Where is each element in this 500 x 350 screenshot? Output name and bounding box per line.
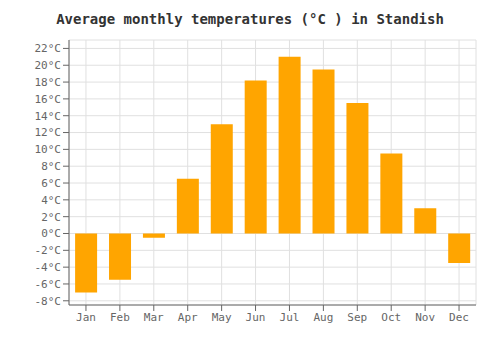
svg-text:Feb: Feb xyxy=(110,311,130,324)
svg-text:Jan: Jan xyxy=(76,311,96,324)
svg-text:22°C: 22°C xyxy=(35,42,62,55)
svg-text:-4°C: -4°C xyxy=(35,261,62,274)
svg-text:-6°C: -6°C xyxy=(35,278,62,291)
svg-text:Jun: Jun xyxy=(246,311,266,324)
svg-text:Aug: Aug xyxy=(313,311,333,324)
svg-text:Nov: Nov xyxy=(415,311,435,324)
svg-text:-8°C: -8°C xyxy=(35,295,62,308)
svg-text:Sep: Sep xyxy=(347,311,367,324)
svg-text:4°C: 4°C xyxy=(41,194,61,207)
svg-text:14°C: 14°C xyxy=(35,110,62,123)
svg-text:2°C: 2°C xyxy=(41,211,61,224)
svg-text:May: May xyxy=(212,311,232,324)
svg-text:18°C: 18°C xyxy=(35,76,62,89)
svg-text:8°C: 8°C xyxy=(41,160,61,173)
svg-text:Mar: Mar xyxy=(144,311,164,324)
svg-text:6°C: 6°C xyxy=(41,177,61,190)
svg-text:0°C: 0°C xyxy=(41,227,61,240)
svg-text:Oct: Oct xyxy=(381,311,401,324)
svg-text:10°C: 10°C xyxy=(35,143,62,156)
svg-text:Apr: Apr xyxy=(178,311,198,324)
svg-text:12°C: 12°C xyxy=(35,126,62,139)
svg-text:-2°C: -2°C xyxy=(35,244,62,257)
svg-text:Jul: Jul xyxy=(280,311,300,324)
svg-text:20°C: 20°C xyxy=(35,59,62,72)
svg-text:16°C: 16°C xyxy=(35,93,62,106)
html-text:Average monthly temperatures (: Average monthly temperatures (°C ) in St… xyxy=(56,11,444,27)
svg-text:Dec: Dec xyxy=(449,311,469,324)
